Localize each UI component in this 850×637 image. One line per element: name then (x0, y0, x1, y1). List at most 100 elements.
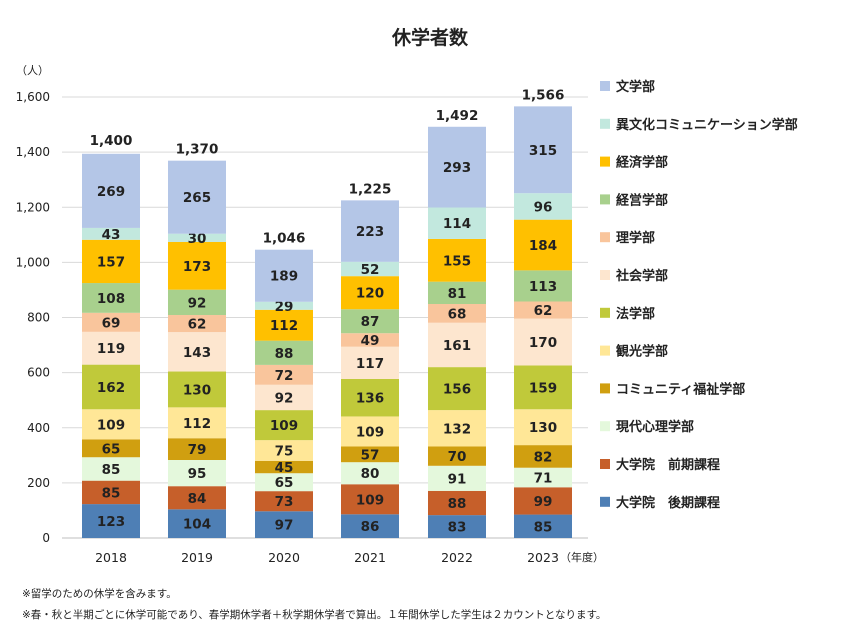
data-label: 62 (534, 303, 553, 319)
legend-swatch (600, 194, 610, 205)
data-label: 91 (448, 471, 467, 487)
x-axis-ticks: 2018 2019 2020 2021 2022 2023 (95, 550, 559, 565)
bar-segment (428, 303, 486, 323)
legend-label: 法学部 (616, 306, 655, 322)
total-label: 1,492 (436, 108, 479, 124)
legend-swatch (600, 496, 610, 507)
data-label: 81 (448, 286, 467, 302)
data-label: 130 (529, 420, 557, 436)
bar-segment (514, 219, 572, 271)
y-tick-label: 400 (27, 421, 50, 435)
bar-segment (428, 281, 486, 304)
bar-segment (255, 410, 313, 441)
footnote-2: ※春・秋と半期ごとに休学可能であり、春学期休学者＋秋学期休学者で算出。１年間休学… (22, 609, 607, 621)
bar-segment (428, 322, 486, 368)
data-label: 189 (270, 269, 298, 285)
data-label: 109 (356, 424, 384, 440)
bars: 123 85 85 65 109 162 119 69 108 157 43 269 1,400 104 8… (82, 87, 572, 538)
bar-segment (341, 446, 399, 463)
bar-segment (82, 312, 140, 332)
bar-segment (255, 364, 313, 385)
data-label: 85 (102, 485, 121, 501)
data-label: 75 (275, 443, 294, 459)
legend-swatch (600, 307, 610, 318)
legend-swatch (600, 118, 610, 129)
data-label: 65 (102, 441, 121, 457)
bar-segment (82, 409, 140, 440)
data-label: 92 (188, 295, 207, 311)
legend-label: 現代心理学部 (616, 419, 694, 435)
y-tick-label: 600 (27, 366, 50, 380)
x-tick-label: 2019 (181, 550, 213, 565)
legend-swatch (600, 232, 610, 243)
y-tick-label: 200 (27, 476, 50, 490)
y-axis-unit: （人） (16, 64, 49, 77)
data-label: 68 (448, 306, 467, 322)
bar-segment (341, 200, 399, 262)
data-label: 69 (102, 315, 121, 331)
data-label: 117 (356, 356, 384, 372)
legend-label: コミュニティ福祉学部 (616, 381, 745, 397)
legend-swatch (600, 270, 610, 280)
data-label: 96 (534, 199, 553, 215)
bar-segment (168, 241, 226, 290)
bar-segment (255, 473, 313, 492)
data-label: 109 (356, 492, 384, 508)
bar-segment (514, 487, 572, 515)
data-label: 170 (529, 335, 557, 351)
data-label: 95 (188, 466, 207, 482)
legend-label: 観光学部 (615, 344, 668, 360)
data-label: 97 (275, 518, 294, 534)
data-label: 88 (448, 496, 467, 512)
bar-segment (514, 467, 572, 488)
x-tick-label: 2021 (354, 550, 386, 565)
footnotes: ※留学のための休学を含みます。 ※春・秋と半期ごとに休学可能であり、春学期休学者… (22, 584, 606, 626)
y-tick-label: 1,400 (16, 145, 50, 159)
total-label: 1,225 (349, 181, 392, 197)
bar-segment (168, 509, 226, 538)
data-label: 173 (183, 259, 211, 275)
y-axis-ticks: 0 200 400 600 800 1,000 1,200 1,400 1,600 (16, 90, 50, 545)
legend-swatch (600, 81, 610, 91)
legend-swatch (600, 459, 610, 469)
bar-segment (514, 301, 572, 319)
x-tick-label: 2022 (441, 550, 473, 565)
data-label: 109 (270, 418, 298, 434)
bar-segment (255, 384, 313, 411)
bar-segment (168, 486, 226, 510)
legend-label: 大学院 前期課程 (616, 457, 720, 473)
bar-segment (514, 514, 572, 538)
y-tick-label: 0 (42, 531, 50, 545)
bar-segment (255, 491, 313, 512)
bar-segment (168, 407, 226, 439)
data-label: 136 (356, 391, 384, 407)
bar-segment (341, 378, 399, 417)
bar-segment (514, 409, 572, 446)
bar-segment (428, 465, 486, 491)
data-label: 112 (270, 318, 298, 334)
legend-swatch (600, 345, 610, 356)
gridlines (62, 96, 588, 539)
bar-segment (514, 106, 572, 194)
data-label: 85 (102, 462, 121, 478)
data-label: 265 (183, 190, 211, 206)
bar-segment (341, 416, 399, 447)
legend-swatch (600, 383, 610, 394)
data-label: 161 (443, 338, 471, 354)
bar-segment (341, 346, 399, 379)
data-label: 123 (97, 514, 125, 530)
bar-segment (514, 193, 572, 220)
bar-segment (428, 410, 486, 447)
chart-title: 休学者数 (391, 26, 469, 49)
bar-segment (428, 126, 486, 208)
bar-segment (82, 504, 140, 538)
bar-segment (168, 332, 226, 372)
bar-segment (255, 511, 313, 538)
total-label: 1,046 (263, 231, 306, 247)
data-label: 65 (275, 475, 294, 491)
legend: 文学部異文化コミュニケーション学部経済学部経営学部理学部社会学部法学部観光学部コ… (600, 79, 798, 511)
bar-segment (168, 289, 226, 316)
bar-segment (428, 367, 486, 411)
data-label: 70 (448, 449, 467, 465)
data-label: 162 (97, 380, 125, 396)
